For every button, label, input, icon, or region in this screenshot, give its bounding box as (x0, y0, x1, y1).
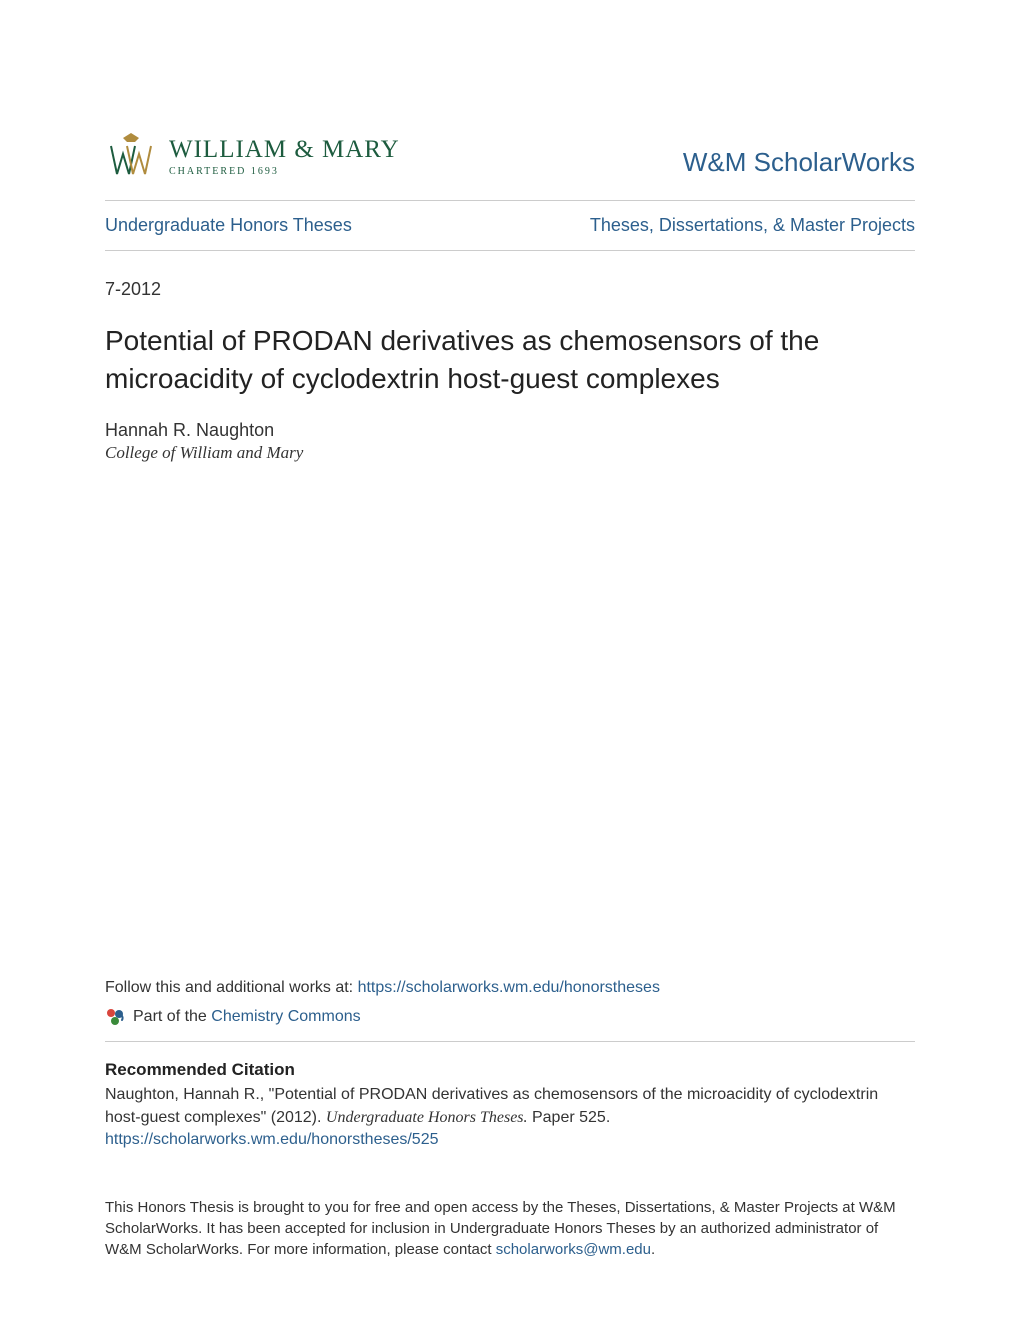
divider-citation (105, 1041, 915, 1042)
institution-logo: WILLIAM & MARY CHARTERED 1693 (105, 130, 400, 182)
commons-network-icon (105, 1007, 125, 1027)
document-title: Potential of PRODAN derivatives as chemo… (105, 322, 915, 398)
institution-name-block: WILLIAM & MARY CHARTERED 1693 (169, 136, 400, 177)
wm-cipher-icon (105, 130, 157, 182)
collection-link[interactable]: Undergraduate Honors Theses (105, 215, 352, 236)
citation-body: Naughton, Hannah R., "Potential of PRODA… (105, 1084, 915, 1129)
contact-email-link[interactable]: scholarworks@wm.edu (496, 1241, 651, 1258)
citation-permalink[interactable]: https://scholarworks.wm.edu/honorstheses… (105, 1131, 915, 1149)
follow-prefix: Follow this and additional works at: (105, 979, 358, 996)
institution-name: WILLIAM & MARY (169, 136, 400, 164)
citation-text-b: Paper 525. (528, 1109, 611, 1126)
breadcrumb-row: Undergraduate Honors Theses Theses, Diss… (105, 201, 915, 250)
site-title-link[interactable]: W&M ScholarWorks (683, 147, 915, 182)
partof-text: Part of the Chemistry Commons (133, 1008, 361, 1026)
footer-suffix: . (651, 1241, 655, 1258)
citation-heading: Recommended Citation (105, 1060, 915, 1080)
citation-series-title: Undergraduate Honors Theses. (326, 1109, 528, 1126)
follow-works-line: Follow this and additional works at: htt… (105, 979, 915, 997)
content-spacer (105, 463, 915, 980)
follow-url-link[interactable]: https://scholarworks.wm.edu/honorstheses (358, 979, 660, 996)
parent-collection-link[interactable]: Theses, Dissertations, & Master Projects (590, 215, 915, 236)
partof-row: Part of the Chemistry Commons (105, 1007, 915, 1027)
access-statement: This Honors Thesis is brought to you for… (105, 1197, 915, 1260)
publication-date: 7-2012 (105, 279, 915, 300)
header-row: WILLIAM & MARY CHARTERED 1693 W&M Schola… (105, 130, 915, 182)
author-affiliation: College of William and Mary (105, 443, 915, 463)
author-name: Hannah R. Naughton (105, 420, 915, 441)
institution-charter: CHARTERED 1693 (169, 166, 400, 177)
discipline-link[interactable]: Chemistry Commons (211, 1008, 360, 1025)
divider-nav (105, 250, 915, 251)
partof-prefix: Part of the (133, 1008, 211, 1025)
